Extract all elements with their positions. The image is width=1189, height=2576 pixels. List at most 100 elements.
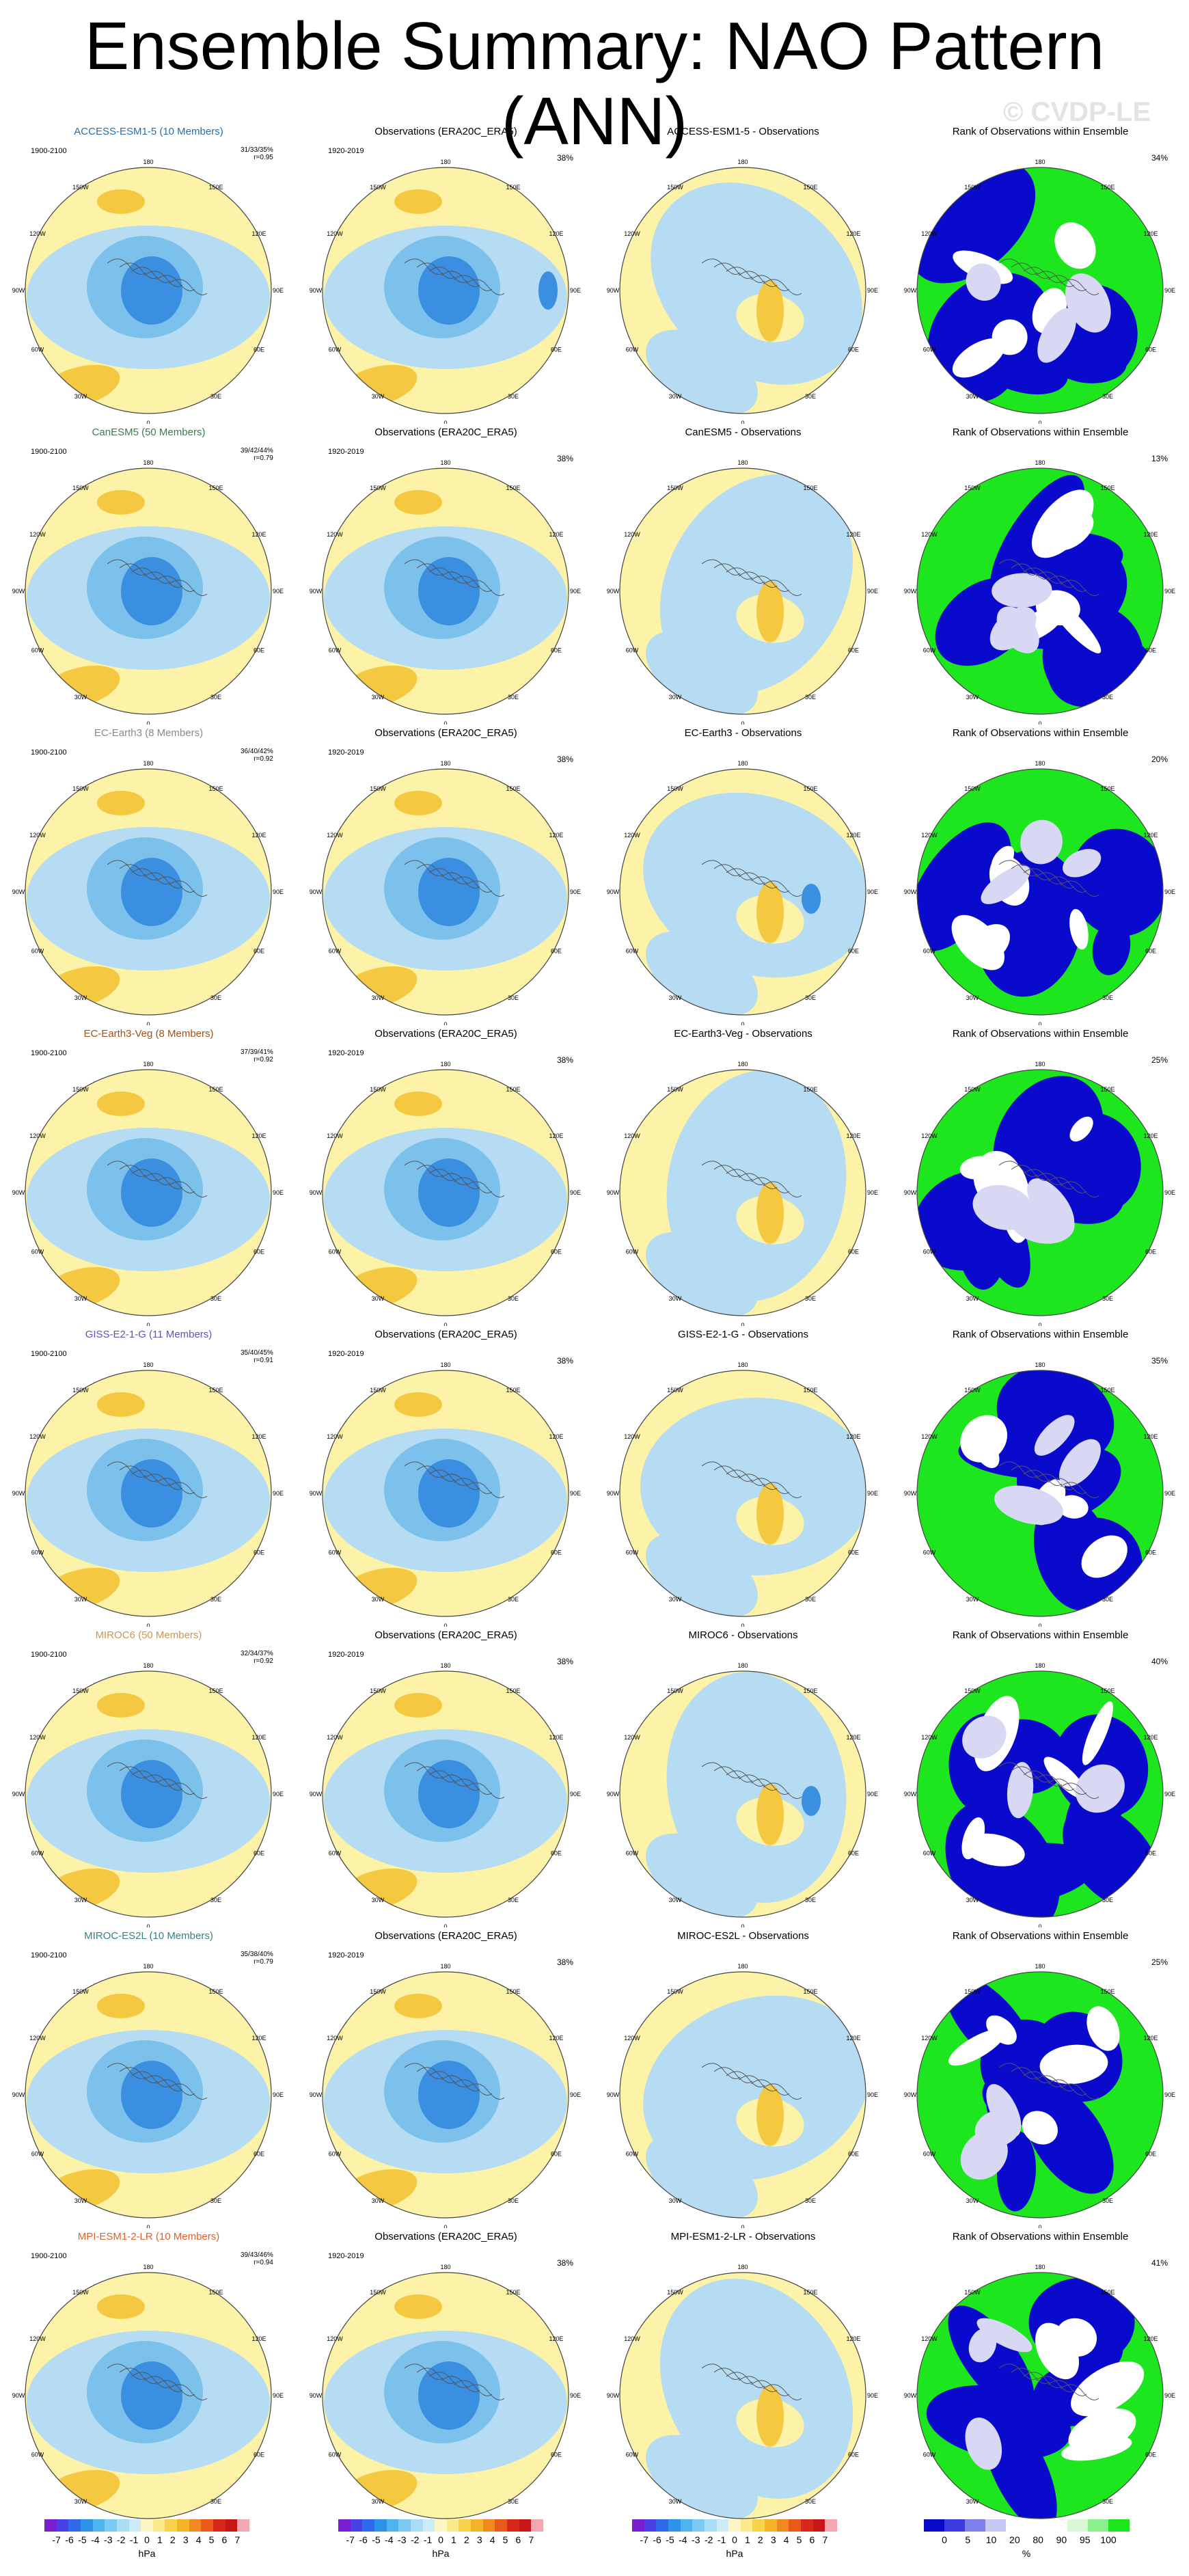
map-longitude-label: 150W <box>667 485 683 491</box>
strong-negative-center <box>802 884 821 914</box>
coastline <box>428 267 468 283</box>
coastline <box>1060 1782 1099 1799</box>
diff-panel: 180 150W 150E 120W 120E 90W 90E 60W 60E 30W 30E 0 GI… <box>594 1326 892 1627</box>
map-longitude-label: 30E <box>1102 994 1113 1001</box>
colorbar-swatch <box>471 2519 484 2532</box>
obs-years: 1920-2019 <box>328 748 364 757</box>
ensemble-stat-line: 37/39/41% <box>241 1048 273 1056</box>
map-longitude-label: 90W <box>607 1189 620 1196</box>
negative-anomaly-region <box>640 1398 866 1575</box>
map-longitude-label: 30W <box>669 393 682 400</box>
colorbar-tick-label: 5 <box>965 2534 971 2545</box>
coastline <box>465 1782 505 1799</box>
coastline <box>726 1169 765 1185</box>
map-longitude-label: 150E <box>803 1687 817 1694</box>
map-longitude-label: 90E <box>570 889 581 895</box>
map-longitude-label: 90E <box>273 287 284 294</box>
ensemble-stat-line: r=0.92 <box>254 1056 273 1063</box>
map-longitude-label: 120E <box>846 832 860 839</box>
map-longitude-label: 30W <box>74 393 87 400</box>
coastline <box>1035 571 1075 588</box>
coastline <box>453 575 493 592</box>
rank-percent: 25% <box>1151 1055 1168 1065</box>
coastline <box>701 2363 741 2380</box>
map-longitude-label: 60W <box>329 346 342 353</box>
map-longitude-label: 120W <box>29 1133 46 1139</box>
coastline <box>1011 262 1050 279</box>
map-longitude-label: 150E <box>208 184 223 191</box>
map-longitude-label: 60E <box>551 1248 562 1255</box>
colorbar-swatch <box>435 2519 448 2532</box>
colorbar-swatch <box>398 2519 411 2532</box>
positive-anomaly-center <box>97 2294 145 2319</box>
colorbar-tick-label: 1 <box>451 2534 456 2545</box>
obs-panel: 180 150W 150E 120W 120E 90W 90E 60W 60E 30W 30E 0 Ob… <box>297 1326 594 1627</box>
map-longitude-label: 60E <box>1145 1549 1156 1556</box>
obs-percent: 38% <box>557 1356 574 1366</box>
map-longitude-label: 120W <box>921 1734 938 1741</box>
map-longitude-label: 90W <box>12 1189 25 1196</box>
rank-lavender-region <box>1063 849 1102 878</box>
map-longitude-label: 0 <box>443 1322 447 1326</box>
coastline <box>428 2071 468 2087</box>
map-longitude-label: 30W <box>669 1897 682 1903</box>
map-longitude-label: 60E <box>848 1248 859 1255</box>
coastline <box>750 2079 790 2096</box>
coastline <box>1048 575 1087 592</box>
rank-title: Rank of Observations within Ensemble <box>952 1028 1129 1040</box>
rank-low-region <box>1023 2083 1114 2194</box>
coastline <box>107 258 146 275</box>
colorbar-swatch <box>716 2519 729 2532</box>
map-longitude-label: 150W <box>667 785 683 792</box>
model-panel: 180 150W 150E 120W 120E 90W 90E 60W 60E 30W 30E 0 MI… <box>0 1627 297 1927</box>
rank-mid-region <box>959 1156 998 1180</box>
map-longitude-label: 120E <box>549 2335 563 2342</box>
map-longitude-label: 90W <box>12 287 25 294</box>
colorbar-swatch <box>141 2519 154 2532</box>
obs-percent: 38% <box>557 454 574 463</box>
rank-title: Rank of Observations within Ensemble <box>952 426 1129 438</box>
ensemble-stats: 35/40/45% r=0.91 <box>241 1349 273 1364</box>
map-longitude-label: 30E <box>508 694 519 701</box>
map-longitude-label: 90E <box>570 287 581 294</box>
map-longitude-label: 180 <box>143 1662 153 1669</box>
coastline <box>1023 1469 1063 1486</box>
map-boundary <box>916 2272 1164 2519</box>
map-longitude-label: 120W <box>29 2035 46 2042</box>
rank-mid-region <box>1061 2435 1132 2461</box>
coastline <box>726 868 765 884</box>
colorbar-tick-label: 0 <box>144 2534 150 2545</box>
rank-low-region <box>926 2385 1071 2460</box>
coastline <box>713 2067 753 2083</box>
coastline <box>1023 2372 1063 2388</box>
negative-anomaly-center <box>418 2361 480 2430</box>
coastline <box>763 279 802 295</box>
map-longitude-label: 120E <box>251 1133 266 1139</box>
coastline <box>453 1478 493 1494</box>
colorbar-swatch <box>80 2519 94 2532</box>
coastline <box>156 2079 195 2096</box>
colorbar-tick-label: -2 <box>704 2534 713 2545</box>
negative-anomaly-center <box>121 1158 182 1227</box>
ensemble-stat-line: 39/42/44% <box>241 447 273 455</box>
coastline <box>416 262 456 279</box>
map-longitude-label: 150E <box>506 2289 520 2296</box>
coastline <box>701 1161 741 1177</box>
coastline <box>998 860 1038 876</box>
rank-percent: 40% <box>1151 1657 1168 1666</box>
colorbar-tick-label: 4 <box>783 2534 789 2545</box>
coastline <box>156 1778 195 1795</box>
colorbar-swatch <box>459 2519 472 2532</box>
map-longitude-label: 90E <box>273 2091 284 2098</box>
model-title: EC-Earth3 (8 Members) <box>94 727 204 739</box>
map-longitude-label: 0 <box>1038 420 1041 424</box>
map-longitude-label: 90E <box>570 588 581 595</box>
rank-title: Rank of Observations within Ensemble <box>952 1329 1129 1340</box>
colorbar-swatch <box>362 2519 375 2532</box>
obs-years: 1920-2019 <box>328 2252 364 2260</box>
colorbar-obs: -7 -6 -5 -4 -3 -2 -1 0 1 2 3 4 5 6 7 hPa <box>338 2519 544 2560</box>
rank-panel: 180150W150E120W120E90W90E60W60E30W30E0Ra… <box>892 2228 1189 2529</box>
coastline <box>1060 2384 1099 2400</box>
